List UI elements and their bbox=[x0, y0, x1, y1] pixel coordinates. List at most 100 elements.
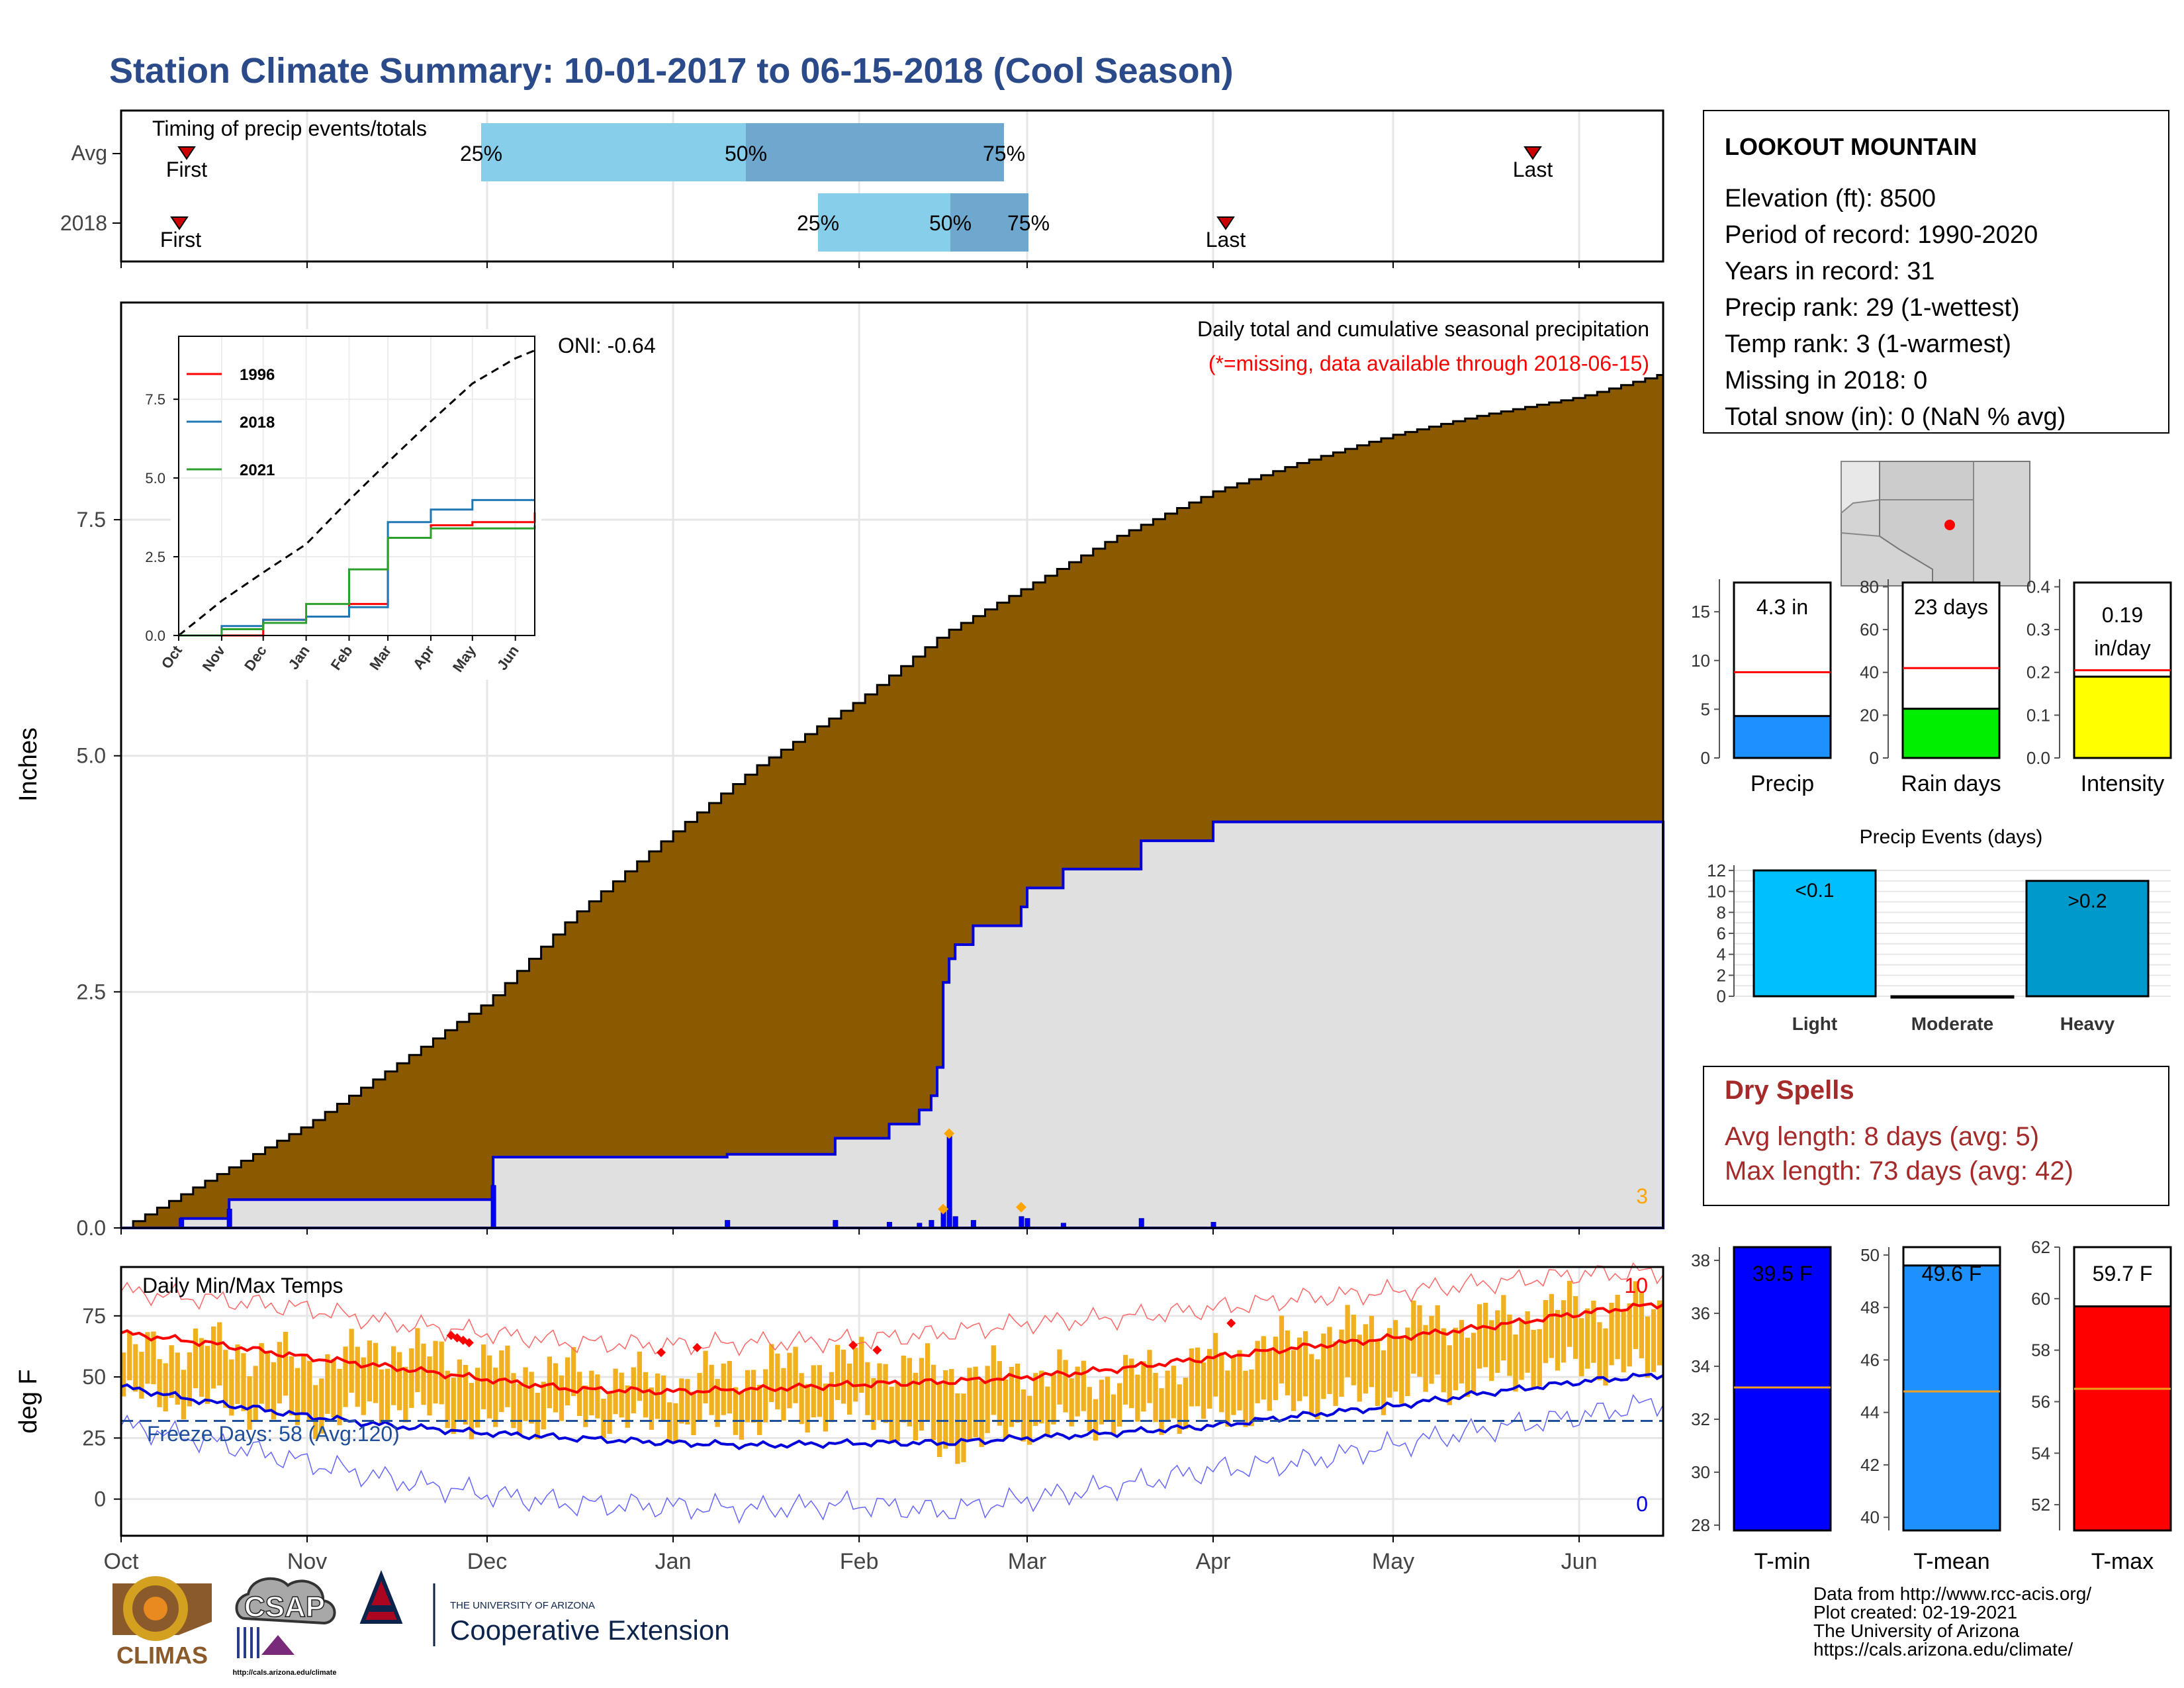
record-high-marker bbox=[464, 1338, 474, 1348]
daily-temp-bar bbox=[235, 1344, 240, 1404]
daily-temp-bar bbox=[583, 1385, 588, 1427]
daily-temp-bar bbox=[1081, 1360, 1086, 1411]
dry-spells-box: Dry Spells Avg length: 8 days (avg: 5) M… bbox=[1703, 1066, 2169, 1206]
estimated-precip-marker bbox=[1015, 1201, 1026, 1213]
daily-temp-bar bbox=[1339, 1329, 1344, 1397]
daily-temp-bar bbox=[331, 1358, 336, 1418]
events-title: Precip Events (days) bbox=[1860, 826, 2043, 848]
daily-precip-bar bbox=[970, 1220, 976, 1229]
freeze-days-label: Freeze Days: 58 (Avg:120) bbox=[147, 1422, 400, 1446]
avg-max-line bbox=[120, 1302, 1664, 1396]
timing-2018-50-75-bar bbox=[950, 193, 1028, 252]
daily-temp-bar bbox=[151, 1331, 156, 1385]
daily-temp-bar bbox=[139, 1352, 144, 1399]
temp-summary-y-tick-label: 42 bbox=[1860, 1455, 1880, 1475]
inset-legend-2018: 2018 bbox=[240, 414, 275, 432]
timing-avg-first-marker bbox=[177, 146, 196, 160]
daily-temp-bar bbox=[127, 1331, 132, 1381]
temp-summary-t-max: 52 54 56 58 60 62 59.7 F T-max bbox=[2031, 1237, 2172, 1574]
daily-temp-bar bbox=[1441, 1328, 1446, 1393]
daily-temp-bar bbox=[1147, 1350, 1152, 1403]
daily-temp-bar bbox=[469, 1383, 475, 1440]
timing-2018-first-marker bbox=[170, 216, 189, 230]
timing-avg-25-50-bar bbox=[481, 123, 746, 181]
daily-temp-bar bbox=[259, 1343, 264, 1404]
station-years: Years in record: 31 bbox=[1725, 258, 1935, 285]
summary-y-tick-label: 5 bbox=[1701, 699, 1710, 719]
daily-temp-bar bbox=[187, 1352, 192, 1407]
events-bar-label: >0.2 bbox=[2068, 890, 2107, 912]
daily-temp-bar bbox=[1453, 1327, 1458, 1391]
daily-temp-bar bbox=[715, 1379, 720, 1427]
temp-summary-y-tick-label: 30 bbox=[1691, 1462, 1710, 1482]
csap-logo-text: CSAP bbox=[244, 1591, 325, 1623]
daily-temp-bar bbox=[1471, 1333, 1477, 1393]
daily-temp-bar bbox=[1039, 1370, 1044, 1424]
station-precip-rank: Precip rank: 29 (1-wettest) bbox=[1725, 294, 2020, 322]
precip-frame bbox=[120, 301, 1664, 1229]
daily-temp-bar bbox=[1273, 1336, 1278, 1401]
daily-temp-bar bbox=[1489, 1320, 1494, 1382]
credits: Data from http://www.rcc-acis.org/ Plot … bbox=[1813, 1583, 2091, 1660]
events-y-tick-label: 6 bbox=[1717, 923, 1726, 943]
daily-precip-bar bbox=[725, 1220, 731, 1229]
events-y-tick-label: 8 bbox=[1717, 902, 1726, 922]
daily-temp-bar bbox=[685, 1379, 690, 1425]
daily-temp-bar bbox=[793, 1346, 798, 1403]
daily-precip-bar bbox=[946, 1133, 952, 1229]
daily-temp-bar bbox=[1603, 1328, 1608, 1386]
daily-temp-bar bbox=[1483, 1303, 1488, 1368]
summary-y-tick-label: 0 bbox=[1870, 748, 1879, 768]
temp-panel-title: Daily Min/Max Temps bbox=[142, 1274, 343, 1297]
daily-temp-bar bbox=[397, 1352, 402, 1411]
daily-temp-bar bbox=[313, 1385, 318, 1439]
daily-temp-bar bbox=[1351, 1315, 1356, 1385]
dry-spells-title: Dry Spells bbox=[1725, 1076, 1854, 1105]
daily-temp-bar bbox=[589, 1370, 594, 1416]
record-high-marker bbox=[848, 1340, 858, 1350]
daily-temp-bar bbox=[301, 1353, 306, 1414]
daily-temp-bar bbox=[1357, 1335, 1362, 1402]
temp-y-tick-label: 75 bbox=[82, 1304, 106, 1328]
summary-chart-precip: 0 5 10 15 4.3 in Precip bbox=[1691, 579, 1832, 796]
daily-temp-bar bbox=[1537, 1329, 1542, 1387]
daily-temp-bar bbox=[427, 1356, 432, 1416]
daily-temp-bar bbox=[1555, 1309, 1561, 1371]
daily-temp-bar bbox=[1429, 1315, 1434, 1384]
daily-temp-bar bbox=[829, 1372, 835, 1423]
daily-temp-bar bbox=[775, 1353, 780, 1410]
daily-temp-bar bbox=[1585, 1308, 1590, 1369]
temp-summary-y-tick-label: 44 bbox=[1860, 1403, 1880, 1423]
daily-temp-bar bbox=[787, 1352, 792, 1409]
credit-line-3: The University of Arizona bbox=[1813, 1620, 2020, 1641]
daily-temp-bar bbox=[727, 1360, 732, 1414]
temp-summary-bar-charts: 28 30 32 34 36 38 39.5 F T-min 40 42 44 46 48 50 49.6 … bbox=[1691, 1237, 2172, 1574]
location-map bbox=[1841, 461, 2030, 586]
daily-temp-bar bbox=[655, 1374, 660, 1419]
daily-precip-bar bbox=[490, 1185, 496, 1229]
daily-temp-bar bbox=[565, 1357, 570, 1406]
precip-ylabel: Inches bbox=[15, 727, 42, 802]
daily-temp-bar bbox=[781, 1368, 786, 1421]
daily-temp-bar bbox=[1597, 1322, 1602, 1381]
daily-temp-bar bbox=[265, 1352, 270, 1411]
daily-temp-bar bbox=[841, 1349, 846, 1404]
daily-temp-bar bbox=[1213, 1333, 1218, 1397]
daily-temp-bar bbox=[1255, 1340, 1260, 1403]
daily-temp-bar bbox=[277, 1342, 282, 1404]
daily-temp-bar bbox=[1621, 1311, 1626, 1373]
events-bar-heavy bbox=[2025, 880, 2150, 998]
daily-temp-bar bbox=[1615, 1295, 1620, 1360]
dry-spells-max: Max length: 73 days (avg: 42) bbox=[1725, 1156, 2073, 1186]
temp-summary-y-tick-label: 32 bbox=[1691, 1409, 1710, 1429]
station-temp-rank: Temp rank: 3 (1-warmest) bbox=[1725, 330, 2011, 358]
precip-y-tick-label: 0.0 bbox=[77, 1216, 106, 1240]
daily-temp-bar bbox=[169, 1345, 174, 1398]
inset-line-2018 bbox=[179, 498, 535, 637]
daily-temp-bar bbox=[643, 1372, 649, 1418]
daily-temp-bar bbox=[1573, 1296, 1578, 1359]
events-bar-label: <0.1 bbox=[1795, 880, 1834, 902]
daily-temp-bar bbox=[913, 1372, 918, 1440]
daily-temp-bar bbox=[823, 1383, 828, 1432]
